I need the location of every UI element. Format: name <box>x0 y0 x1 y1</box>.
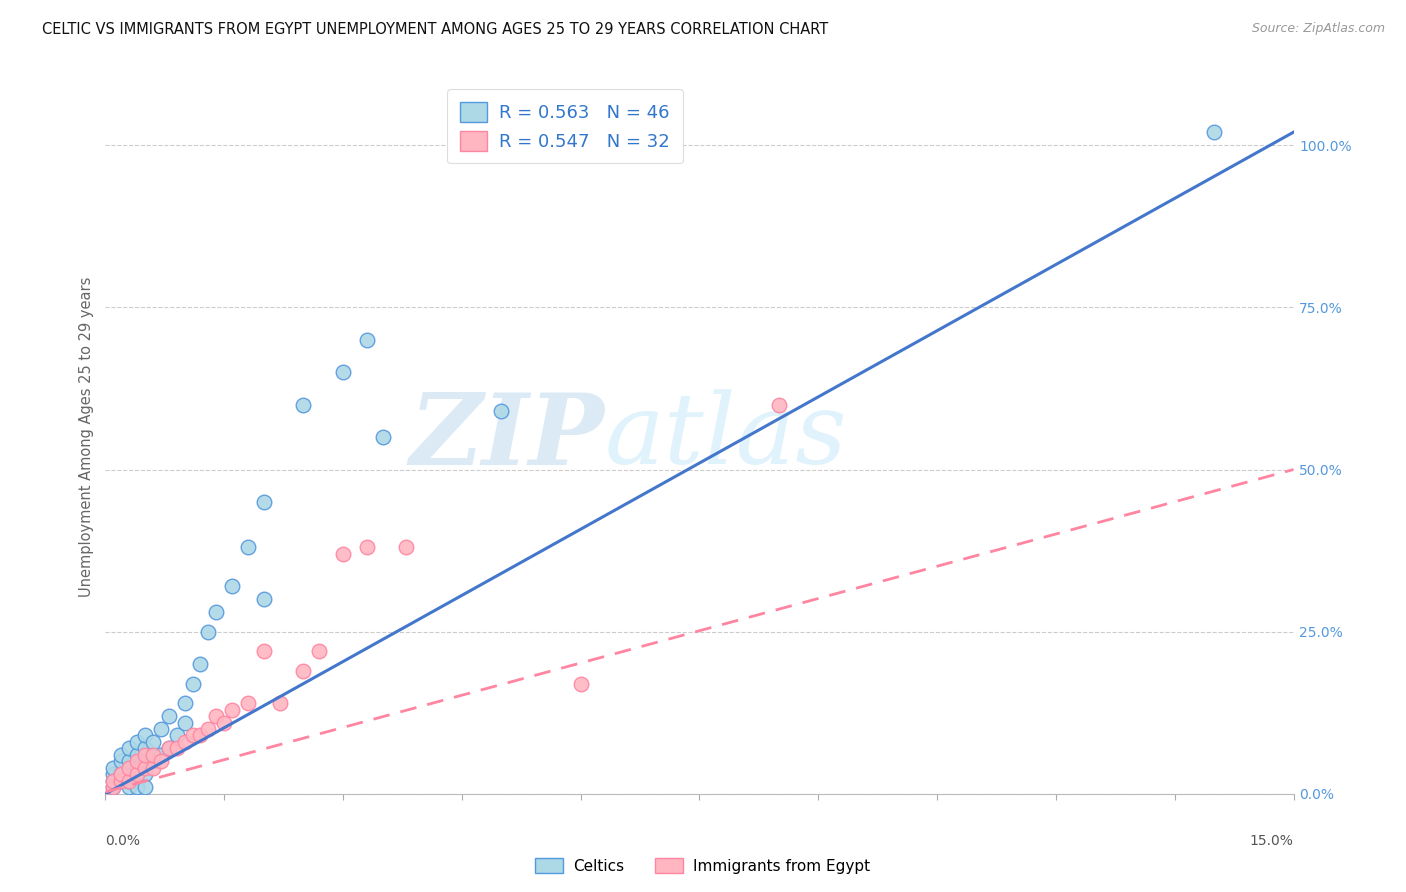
Point <box>134 729 156 743</box>
Point <box>308 644 330 658</box>
Text: Source: ZipAtlas.com: Source: ZipAtlas.com <box>1251 22 1385 36</box>
Point <box>173 715 195 730</box>
Point <box>253 644 276 658</box>
Point <box>127 735 149 749</box>
Point <box>491 404 513 418</box>
Point <box>205 605 228 619</box>
Point <box>221 702 243 716</box>
Legend: Celtics, Immigrants from Egypt: Celtics, Immigrants from Egypt <box>529 852 877 880</box>
Point <box>292 664 315 678</box>
Point <box>157 741 180 756</box>
Point <box>190 657 212 672</box>
Point <box>103 780 125 795</box>
Point <box>134 747 156 762</box>
Point <box>181 676 204 690</box>
Point <box>103 773 125 788</box>
Point <box>356 333 378 347</box>
Point <box>127 780 149 795</box>
Point <box>134 741 156 756</box>
Point <box>110 767 132 781</box>
Point <box>127 755 149 769</box>
Point <box>142 747 165 762</box>
Point <box>197 624 219 639</box>
Point <box>118 741 141 756</box>
Point <box>569 676 592 690</box>
Point <box>103 773 125 788</box>
Point <box>118 780 141 795</box>
Point <box>142 735 165 749</box>
Text: atlas: atlas <box>605 390 848 484</box>
Point <box>269 696 291 710</box>
Point <box>142 755 165 769</box>
Point <box>236 541 259 555</box>
Point <box>103 780 125 795</box>
Point <box>253 495 276 509</box>
Point <box>127 761 149 775</box>
Legend: R = 0.563   N = 46, R = 0.547   N = 32: R = 0.563 N = 46, R = 0.547 N = 32 <box>447 89 683 163</box>
Point <box>103 761 125 775</box>
Point <box>110 767 132 781</box>
Point <box>149 755 172 769</box>
Point <box>205 709 228 723</box>
Point <box>110 747 132 762</box>
Point <box>236 696 259 710</box>
Point <box>173 735 195 749</box>
Point <box>118 773 141 788</box>
Point <box>110 755 132 769</box>
Text: ZIP: ZIP <box>409 389 605 485</box>
Point <box>118 767 141 781</box>
Point <box>127 747 149 762</box>
Point <box>118 761 141 775</box>
Point <box>134 761 156 775</box>
Point <box>1204 125 1226 139</box>
Y-axis label: Unemployment Among Ages 25 to 29 years: Unemployment Among Ages 25 to 29 years <box>79 277 94 598</box>
Point <box>253 592 276 607</box>
Point <box>768 398 790 412</box>
Text: 15.0%: 15.0% <box>1250 834 1294 848</box>
Point <box>166 741 188 756</box>
Point <box>332 547 354 561</box>
Point <box>356 541 378 555</box>
Text: 0.0%: 0.0% <box>105 834 141 848</box>
Point <box>197 722 219 736</box>
Point <box>134 755 156 769</box>
Point <box>134 780 156 795</box>
Text: CELTIC VS IMMIGRANTS FROM EGYPT UNEMPLOYMENT AMONG AGES 25 TO 29 YEARS CORRELATI: CELTIC VS IMMIGRANTS FROM EGYPT UNEMPLOY… <box>42 22 828 37</box>
Point <box>371 430 394 444</box>
Point <box>292 398 315 412</box>
Point <box>127 767 149 781</box>
Point <box>181 729 204 743</box>
Point <box>190 729 212 743</box>
Point <box>118 773 141 788</box>
Point <box>221 579 243 593</box>
Point <box>127 773 149 788</box>
Point <box>157 741 180 756</box>
Point <box>134 767 156 781</box>
Point <box>110 773 132 788</box>
Point <box>149 722 172 736</box>
Point <box>149 747 172 762</box>
Point <box>103 767 125 781</box>
Point <box>110 773 132 788</box>
Point <box>332 365 354 379</box>
Point <box>214 715 236 730</box>
Point <box>166 729 188 743</box>
Point <box>118 755 141 769</box>
Point <box>395 541 418 555</box>
Point <box>157 709 180 723</box>
Point <box>142 761 165 775</box>
Point <box>173 696 195 710</box>
